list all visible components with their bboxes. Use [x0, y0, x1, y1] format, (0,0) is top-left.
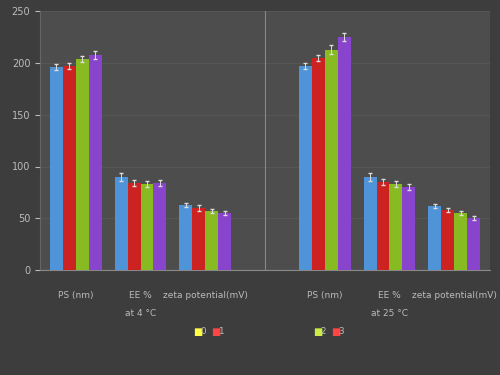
- Bar: [128, 183, 140, 270]
- Text: PS (nm): PS (nm): [58, 291, 94, 300]
- Bar: [50, 67, 63, 270]
- Bar: [376, 182, 390, 270]
- Bar: [454, 213, 467, 270]
- Text: ■: ■: [313, 327, 322, 337]
- Bar: [140, 184, 153, 270]
- Bar: [364, 177, 376, 270]
- Bar: [428, 206, 441, 270]
- Bar: [467, 218, 480, 270]
- Text: 1: 1: [216, 327, 225, 336]
- Text: at 25 °C: at 25 °C: [371, 309, 408, 318]
- Text: zeta potential(mV): zeta potential(mV): [412, 291, 496, 300]
- Text: 0: 0: [198, 327, 207, 336]
- Bar: [218, 213, 231, 270]
- Text: EE %: EE %: [378, 291, 401, 300]
- Text: at 4 °C: at 4 °C: [125, 309, 156, 318]
- Bar: [89, 55, 102, 270]
- Bar: [206, 211, 218, 270]
- Text: zeta potential(mV): zeta potential(mV): [163, 291, 248, 300]
- Bar: [441, 210, 454, 270]
- Bar: [180, 205, 192, 270]
- Bar: [114, 177, 128, 270]
- Text: 2: 2: [318, 327, 326, 336]
- Bar: [299, 66, 312, 270]
- Text: 3: 3: [336, 327, 344, 336]
- Bar: [338, 37, 350, 270]
- Bar: [324, 50, 338, 270]
- Text: ■: ■: [330, 327, 340, 337]
- Bar: [154, 183, 166, 270]
- Bar: [63, 66, 76, 270]
- Text: PS (nm): PS (nm): [307, 291, 342, 300]
- Bar: [390, 184, 402, 270]
- Bar: [312, 58, 324, 270]
- Text: ■: ■: [211, 327, 220, 337]
- Bar: [192, 208, 205, 270]
- Text: EE %: EE %: [129, 291, 152, 300]
- Bar: [76, 59, 89, 270]
- Bar: [402, 187, 415, 270]
- Text: ■: ■: [194, 327, 202, 337]
